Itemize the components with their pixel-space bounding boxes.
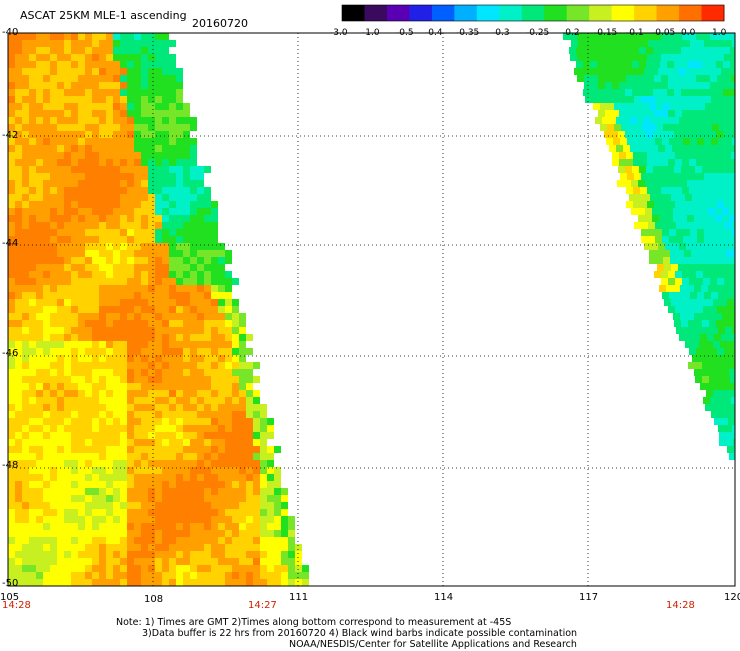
colorbar-swatch [679,5,703,21]
colorbar-label: 1.0 [712,28,727,38]
lat-tick-label: -48 [2,460,19,471]
lat-tick-label: -40 [2,27,19,38]
colorbar-label: -3.0 [330,28,348,38]
product-title: ASCAT 25KM MLE-1 ascending [20,9,187,22]
colorbar-label: -0.15 [594,28,618,38]
colorbar-label: -0.1 [626,28,644,38]
colorbar-swatch [701,5,725,21]
colorbar-swatch [409,5,433,21]
colorbar-swatch [499,5,523,21]
colorbar-swatch [342,5,365,21]
colorbar-swatch [454,5,478,21]
colorbar-swatch [521,5,545,21]
colorbar-label: -1.0 [362,28,380,38]
time-label: 14:27 [248,600,277,611]
lon-tick-label: 111 [289,592,309,603]
lon-tick-label: 117 [579,592,599,603]
colorbar-swatch [634,5,658,21]
lon-tick-label: 105 [0,592,20,603]
lon-tick-label: 114 [434,592,454,603]
lon-tick-label: 120 [724,592,740,603]
colorbar-label: -0.5 [396,28,414,38]
colorbar-label: -0.25 [526,28,550,38]
product-date: 20160720 [192,17,248,30]
note-line-2: 3)Data buffer is 22 hrs from 20160720 4)… [142,628,578,639]
note-line-1: Note: 1) Times are GMT 2)Times along bot… [116,617,512,628]
lon-tick-label: 108 [144,594,164,605]
colorbar-swatch [544,5,568,21]
time-label: 14:28 [2,600,31,611]
colorbar-label: 0.0 [681,28,696,38]
colorbar-frame [341,4,725,22]
colorbar-swatch [656,5,680,21]
colorbar-swatch [364,5,388,21]
colorbar-swatch [431,5,455,21]
colorbar-swatch [476,5,500,21]
colorbar-swatch [386,5,410,21]
colorbar-label: -0.2 [562,28,580,38]
map-frame [7,32,736,587]
colorbar-label: -0.3 [492,28,510,38]
lat-tick-label: -44 [2,238,19,249]
note-line-3: NOAA/NESDIS/Center for Satellite Applica… [289,639,577,650]
colorbar-swatch [611,5,635,21]
colorbar-swatch [589,5,613,21]
colorbar [341,4,725,22]
time-label: 14:28 [666,600,695,611]
colorbar-swatch [566,5,590,21]
colorbar-label: -0.4 [425,28,443,38]
colorbar-label: -0.35 [456,28,480,38]
lat-tick-label: -46 [2,348,19,359]
lat-tick-label: -50 [2,578,19,589]
colorbar-label: -0.05 [652,28,676,38]
lat-tick-label: -42 [2,130,19,141]
